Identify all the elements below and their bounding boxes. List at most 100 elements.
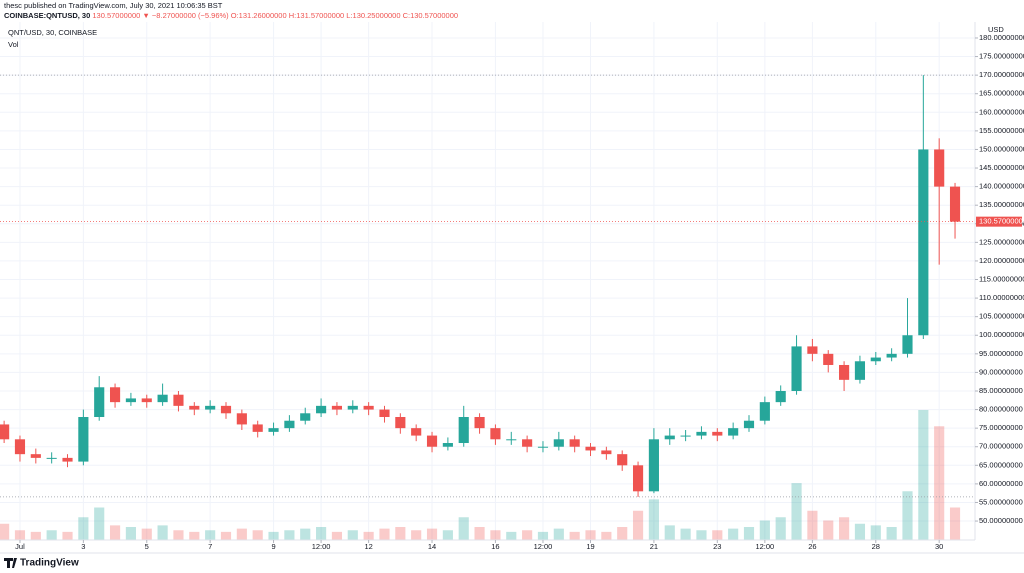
volume-bar [839,517,850,540]
candle-body [284,420,295,429]
candle-body [189,405,200,410]
volume-bar [220,531,232,540]
y-tick-label: 90.00000000 [979,367,1023,376]
candle-body [617,454,628,466]
candle-body [870,357,881,362]
volume-bar [823,520,834,540]
volume-bar [78,517,89,540]
candle-body [696,431,707,436]
volume-bar [870,525,881,540]
volume-bar [442,530,453,540]
candle-body [648,439,659,492]
candle-body [506,439,517,441]
volume-bar [125,527,136,540]
candle-body [918,149,929,336]
last-price-label: 130.57000000 [979,217,1024,226]
y-tick-label: 80.00000000 [979,405,1023,414]
volume-bar [522,530,533,540]
candle-body [78,417,89,462]
volume-bar [189,531,200,540]
candle-body [934,149,945,187]
x-tick-label: 19 [586,542,594,551]
candle-body [664,435,675,440]
y-tick-label: 160.00000000 [979,107,1024,116]
y-tick-label: 135.00000000 [979,200,1024,209]
volume-pane [0,410,961,540]
volume-bar [316,527,327,540]
volume-bar [759,520,770,540]
volume-bar [506,531,517,540]
candle-body [458,417,469,444]
price: 130.57000000 [92,11,140,20]
candle-body [236,413,247,425]
volume-bar [46,530,57,540]
y-tick-label: 65.00000000 [979,460,1023,469]
x-tick-label: 7 [208,542,212,551]
x-tick-label: 12:00 [312,542,331,551]
volume-bar [379,528,390,540]
volume-bar [553,528,564,540]
x-tick-label: 21 [650,542,658,551]
candle-body [632,465,644,492]
volume-bar [696,530,707,540]
volume-bar [363,531,374,540]
y-tick-label: 150.00000000 [979,144,1024,153]
volume-bar [109,525,121,540]
candle-body [791,346,802,391]
y-tick-label: 60.00000000 [979,479,1023,488]
volume-bar [601,531,612,540]
volume-bar [411,530,422,540]
candle-body [902,335,913,354]
y-tick-label: 75.00000000 [979,423,1023,432]
y-tick-label: 55.00000000 [979,497,1023,506]
volume-bar [300,528,311,540]
candle-body [395,417,406,429]
axes: 50.00000000 55.00000000 60.00000000 65.0000… [15,33,1024,551]
change: ▼ −8.27000000 (−5.96%) [142,11,229,20]
candle-body [426,435,438,447]
volume-bar [458,517,469,540]
candle-body [585,446,596,451]
volume-bar [918,410,929,540]
y-tick-label: 115.00000000 [979,274,1024,283]
volume-bar [902,491,913,540]
volume-bar [807,510,818,540]
candle-body [125,398,136,403]
symbol-line: COINBASE:QNTUSD, 30 130.57000000 ▼ −8.27… [4,11,458,20]
volume-bar [537,531,549,540]
volume-bar [743,527,755,540]
y-tick-label: 95.00000000 [979,349,1023,358]
volume-bar [252,530,263,540]
candle-body [300,413,311,421]
volume-bar [617,527,628,540]
x-tick-label: 12 [364,542,372,551]
volume-bar [141,528,152,540]
y-tick-label: 100.00000000 [979,330,1024,339]
x-tick-label: 12:00 [534,542,553,551]
volume-bar [426,528,438,540]
candle-body [823,353,834,365]
volume-bar [664,525,675,540]
volume-label: Vol [8,40,19,49]
volume-bar [94,507,105,540]
volume-bar [30,531,41,540]
candle-body [680,435,691,437]
y-tick-label: 145.00000000 [979,163,1024,172]
y-tick-label: 105.00000000 [979,312,1024,321]
volume-bar [886,527,897,540]
candle-body [886,353,897,358]
candle-body [537,446,549,448]
volume-bar [395,527,406,540]
candle-body [220,405,232,414]
y-tick-label: 140.00000000 [979,182,1024,191]
grid [0,22,975,540]
x-tick-label: Jul [15,542,25,551]
candle-body [30,454,41,458]
candle-body [743,420,755,429]
volume-bar [236,528,247,540]
volume-bar [474,527,485,540]
x-tick-label: 5 [145,542,149,551]
last-price-tag [976,216,1022,227]
x-tick-label: 28 [872,542,880,551]
candle-body [474,417,485,429]
